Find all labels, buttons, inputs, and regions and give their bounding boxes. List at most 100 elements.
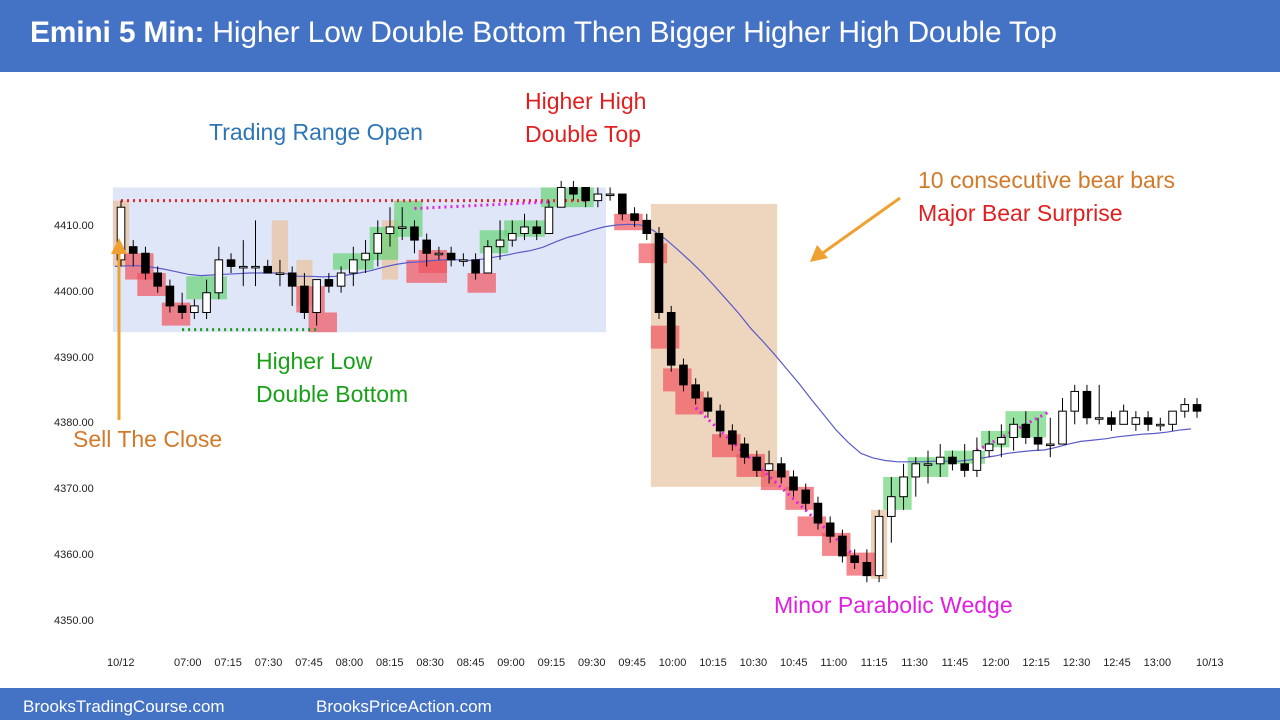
bull-highlight xyxy=(540,187,594,208)
annotation-trading-range-open: Trading Range Open xyxy=(209,119,423,145)
candle-body xyxy=(385,226,395,235)
candle-body xyxy=(984,443,994,452)
annotation-minor-parabolic-wedge: Minor Parabolic Wedge xyxy=(774,592,1013,618)
candle-body xyxy=(654,233,664,313)
candle-body xyxy=(544,206,554,235)
x-tick-label: 12:45 xyxy=(1103,657,1131,669)
candle-body xyxy=(1143,417,1153,425)
candle-body xyxy=(776,463,786,478)
candle-body xyxy=(1180,404,1190,412)
x-tick-label: 11:15 xyxy=(860,657,888,669)
x-tick-label: 07:30 xyxy=(254,657,283,669)
candle-body xyxy=(214,259,224,294)
candle-body xyxy=(116,206,126,261)
candle-body xyxy=(728,430,737,445)
x-tick-label: 08:45 xyxy=(456,657,485,669)
candle-body xyxy=(446,252,456,261)
title-rest: Higher Low Double Bottom Then Bigger Hig… xyxy=(212,16,1057,49)
candle-body xyxy=(948,456,957,465)
candle-body xyxy=(789,476,798,491)
candle-body xyxy=(373,233,383,254)
x-tick-label: 12:30 xyxy=(1062,657,1091,669)
candle-body xyxy=(349,259,358,274)
candle-body xyxy=(336,272,346,287)
candle-body xyxy=(397,226,407,229)
candle-body xyxy=(520,226,529,235)
candle-body xyxy=(740,443,749,458)
candle-body xyxy=(190,305,199,313)
candle-body xyxy=(593,193,603,202)
header-bar: Emini 5 Min: Higher Low Double Bottom Th… xyxy=(0,0,1280,72)
candle-body xyxy=(287,272,297,287)
candle-body xyxy=(899,476,908,498)
x-tick-label: 11:30 xyxy=(901,657,928,669)
candle-body xyxy=(862,561,872,577)
candle-body xyxy=(275,272,285,275)
y-tick-label: 4390.00 xyxy=(54,351,94,364)
candle-body xyxy=(532,226,542,235)
candle-body xyxy=(422,239,431,254)
y-tick-label: 4350.00 xyxy=(54,614,94,627)
footer-bar: BrooksTradingCourse.com BrooksPriceActio… xyxy=(0,688,1280,720)
x-tick-label: 09:15 xyxy=(537,657,566,669)
candle-body xyxy=(1021,423,1031,438)
x-tick-label: 10:30 xyxy=(739,657,768,669)
candle-body xyxy=(410,226,419,241)
candle-body xyxy=(911,463,921,478)
annotation-higher-high-double-top: Higher High Double Top xyxy=(525,85,646,151)
x-tick-label: 08:00 xyxy=(335,657,364,669)
page-title: Emini 5 Min: Higher Low Double Bottom Th… xyxy=(30,16,1057,50)
candle-body xyxy=(1192,404,1202,412)
candle-body xyxy=(324,279,334,287)
x-tick-label: 09:45 xyxy=(618,657,646,669)
x-tick-label: 12:15 xyxy=(1022,657,1050,669)
annotation-bear-bars-line1: 10 consecutive bear bars xyxy=(918,167,1175,193)
candle-body xyxy=(459,259,468,262)
x-tick-label: 10:00 xyxy=(658,657,687,669)
y-tick-label: 4370.00 xyxy=(54,483,94,496)
candle-body xyxy=(556,186,566,208)
candle-body xyxy=(703,397,713,412)
annotation-higher-low-line2: Double Bottom xyxy=(256,381,409,407)
annotation-higher-low-double-bottom: Higher Low Double Bottom xyxy=(256,345,408,411)
x-tick-label: 09:00 xyxy=(497,657,525,669)
candle-body xyxy=(838,535,847,557)
candle-body xyxy=(1045,443,1055,447)
candle-body xyxy=(874,515,884,577)
candle-body xyxy=(1009,423,1018,438)
candle-body xyxy=(128,246,138,254)
x-tick-label: 10:15 xyxy=(699,657,727,669)
sell-close-arrow-head xyxy=(111,238,127,254)
candle-body xyxy=(1168,410,1177,425)
y-tick-label: 4360.00 xyxy=(54,548,94,561)
bear-bars-arrow-shaft xyxy=(819,196,901,257)
footer-link-brookstradingcourse[interactable]: BrooksTradingCourse.com xyxy=(23,697,225,716)
x-tick-label: 09:30 xyxy=(578,657,606,669)
candle-body xyxy=(630,213,639,221)
candle-body xyxy=(165,285,175,307)
annotation-higher-high-line1: Higher High xyxy=(525,88,647,114)
x-tick-label: 07:00 xyxy=(174,657,202,669)
y-tick-label: 4380.00 xyxy=(54,417,94,430)
candle-body xyxy=(1107,417,1116,425)
candle-body xyxy=(226,259,236,267)
bear-highlight xyxy=(418,249,448,273)
candle-body xyxy=(850,555,859,563)
x-tick-label: 10:45 xyxy=(780,657,808,669)
x-tick-label: 07:45 xyxy=(295,657,323,669)
x-tick-label: 12:00 xyxy=(982,657,1010,669)
candle-body xyxy=(813,502,823,524)
candle-body xyxy=(825,522,835,537)
bear-highlight xyxy=(467,273,496,293)
candle-body xyxy=(1131,417,1141,425)
candle-body xyxy=(666,311,676,366)
candle-body xyxy=(1070,390,1080,412)
y-tick-label: 4410.00 xyxy=(54,219,94,232)
candle-body xyxy=(1156,423,1165,427)
candle-body xyxy=(679,364,688,386)
bear-highlight xyxy=(308,312,337,333)
bear-bars-arrow-head xyxy=(810,245,828,262)
candle-body xyxy=(434,252,444,256)
footer-link-brookspriceaction[interactable]: BrooksPriceAction.com xyxy=(316,697,492,716)
